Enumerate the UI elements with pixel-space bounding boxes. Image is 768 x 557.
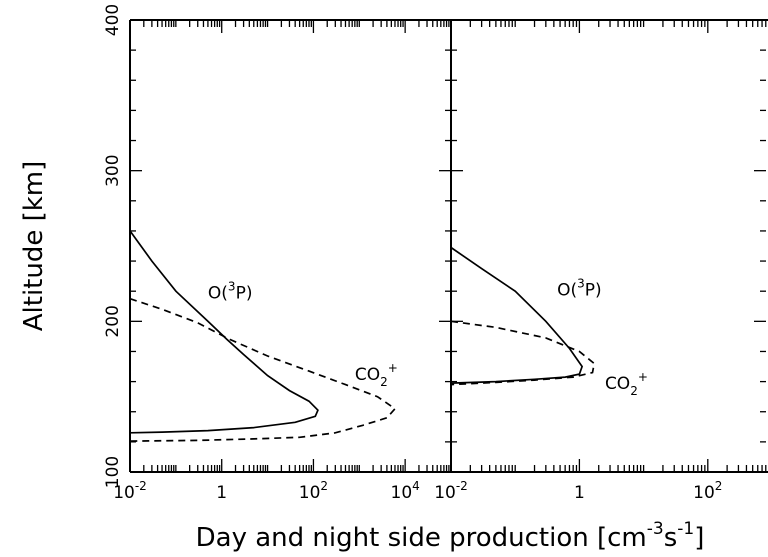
x-tick-label-day: 1 <box>216 483 227 503</box>
x-tick-label-night: 10-2 <box>434 479 468 503</box>
x-tick-label-day: 102 <box>299 479 328 503</box>
curve-label-night-co2plus: CO2+ <box>605 370 648 398</box>
curve-label-day-o3p: O(3P) <box>208 280 253 304</box>
axes-frame <box>129 19 768 473</box>
series-night-o3p-line <box>450 246 584 384</box>
series-day-co2plus-line <box>129 297 397 442</box>
labels-layer: 10-2 1 102 104 O(3P) CO2+ 10-2 1 102 O(3P) CO2+ 100… <box>19 4 722 553</box>
y-axis-title: Altitude [km] <box>19 161 49 332</box>
axes-ticks <box>129 19 767 473</box>
series-layer <box>129 230 596 442</box>
series-night-co2plus-line <box>450 320 596 386</box>
curve-label-night-o3p: O(3P) <box>557 277 602 301</box>
x-tick-label-night: 102 <box>693 479 722 503</box>
y-tick-label: 300 <box>103 154 123 186</box>
y-tick-label: 200 <box>103 305 123 337</box>
series-day-o3p-line <box>129 230 319 434</box>
x-axis-title: Day and night side production [cm-3s-1] <box>196 519 705 553</box>
x-tick-label-day: 10-2 <box>113 479 147 503</box>
y-tick-label: 400 <box>103 4 123 36</box>
y-tick-label: 100 <box>103 456 123 488</box>
x-tick-label-day: 104 <box>391 479 420 503</box>
curve-label-day-co2plus: CO2+ <box>355 361 398 389</box>
x-tick-label-night: 1 <box>574 483 585 503</box>
